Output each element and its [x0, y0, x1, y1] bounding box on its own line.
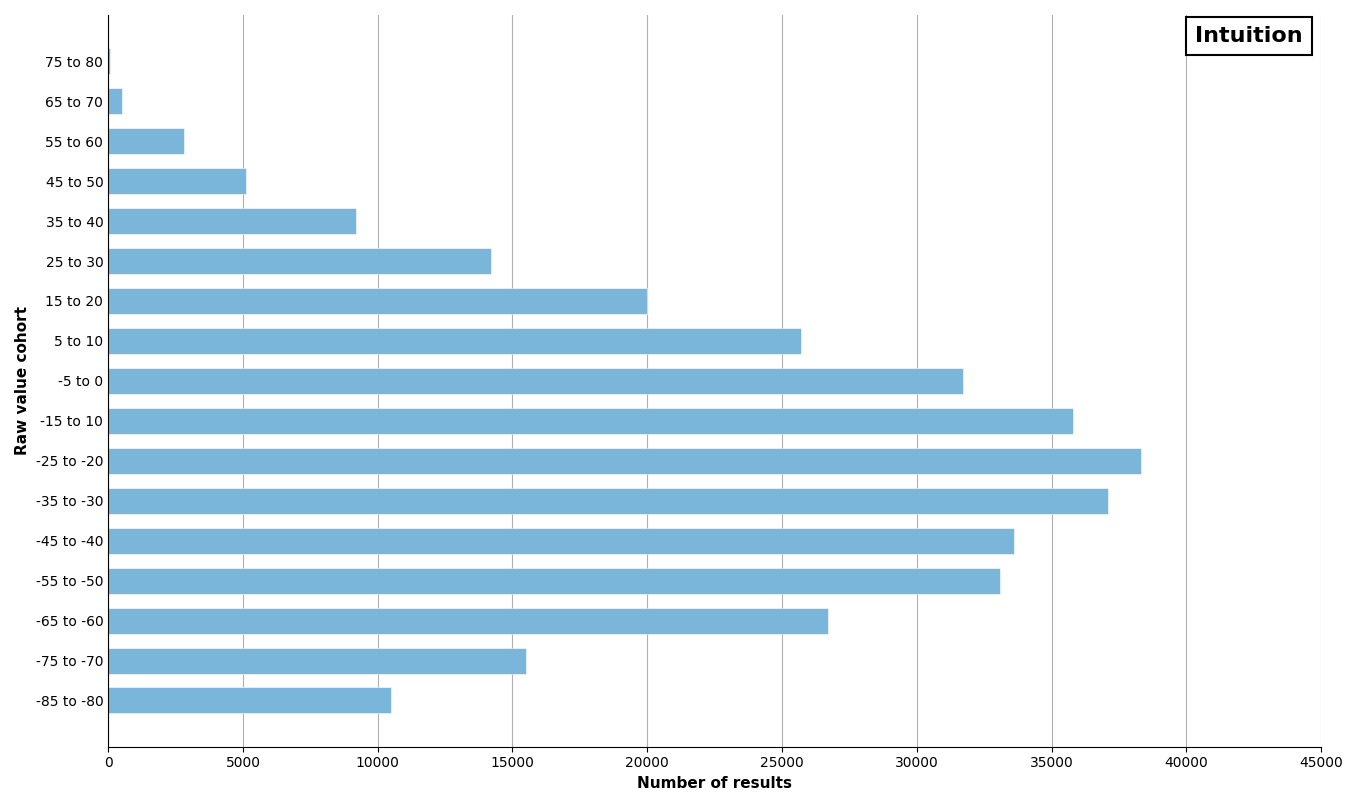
X-axis label: Number of results: Number of results [637, 776, 792, 791]
Bar [109, 128, 183, 154]
Bar [109, 328, 801, 354]
Y-axis label: Raw value cohort: Raw value cohort [15, 306, 30, 455]
Bar [109, 448, 1141, 474]
Bar [109, 528, 1014, 554]
Bar [109, 208, 356, 234]
Bar [109, 488, 1108, 513]
Bar [109, 168, 246, 194]
Bar [109, 288, 648, 314]
Bar [109, 567, 1001, 593]
Bar [109, 368, 963, 394]
Bar [109, 608, 828, 634]
Bar [109, 408, 1073, 434]
Bar [109, 688, 391, 713]
Text: Intuition: Intuition [1195, 26, 1302, 46]
Bar [109, 88, 122, 114]
Bar [109, 248, 492, 274]
Bar [109, 647, 526, 674]
